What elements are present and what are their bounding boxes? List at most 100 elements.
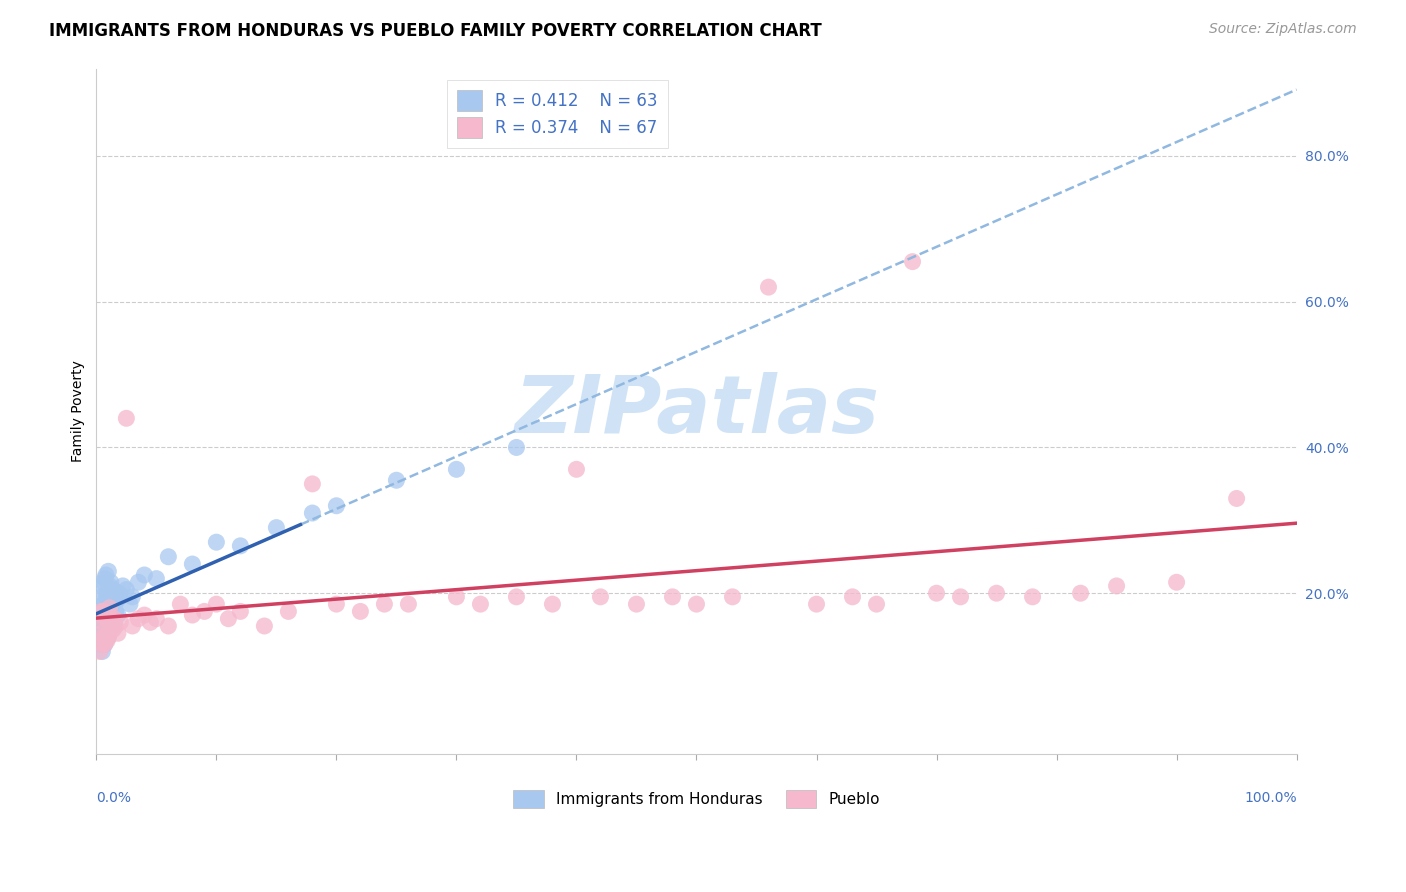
Point (1105, 579, 1128, 593)
Point (94, 590, 117, 604)
Point (1021, 590, 1043, 604)
Point (145, 572, 167, 586)
Point (93, 615, 115, 630)
Point (90, 608, 112, 623)
Point (806, 597, 828, 611)
Point (91, 637, 114, 651)
Point (865, 597, 887, 611)
Point (115, 411, 138, 425)
Point (325, 499, 347, 513)
Point (1226, 491, 1249, 506)
Point (103, 616, 125, 631)
Point (901, 254, 924, 268)
Point (94, 637, 117, 651)
Point (101, 615, 124, 630)
Point (97, 612, 120, 626)
Point (721, 590, 744, 604)
Point (277, 604, 299, 618)
Point (91, 579, 114, 593)
Point (98, 600, 121, 615)
Point (87, 619, 110, 633)
Point (986, 586, 1008, 600)
Point (325, 597, 347, 611)
Text: Source: ZipAtlas.com: Source: ZipAtlas.com (1209, 22, 1357, 37)
Point (94, 612, 117, 626)
Point (94, 626, 117, 640)
Point (98, 626, 121, 640)
Point (98, 623, 121, 637)
Point (103, 590, 125, 604)
Point (96, 630, 118, 644)
Point (105, 593, 128, 607)
Point (121, 619, 143, 633)
Point (169, 597, 191, 611)
Point (90, 604, 112, 618)
Point (949, 590, 972, 604)
Point (91, 644, 114, 658)
Point (96, 633, 118, 648)
Point (157, 619, 180, 633)
Y-axis label: Family Poverty: Family Poverty (72, 360, 86, 462)
Text: IMMIGRANTS FROM HONDURAS VS PUEBLO FAMILY POVERTY CORRELATION CHART: IMMIGRANTS FROM HONDURAS VS PUEBLO FAMIL… (49, 22, 823, 40)
Point (97, 565, 120, 579)
Point (565, 462, 588, 476)
Point (91, 623, 114, 637)
Point (96, 612, 118, 626)
Point (505, 441, 527, 455)
Point (193, 604, 215, 618)
Point (758, 280, 780, 294)
Point (841, 590, 863, 604)
Point (100, 575, 122, 590)
Legend: Immigrants from Honduras, Pueblo: Immigrants from Honduras, Pueblo (508, 783, 886, 814)
Point (685, 597, 707, 611)
Point (134, 568, 156, 582)
Point (145, 612, 167, 626)
Point (104, 604, 127, 618)
Point (111, 579, 134, 593)
Point (301, 476, 323, 491)
Point (446, 462, 468, 476)
Point (94, 572, 117, 586)
Point (253, 619, 276, 633)
Point (108, 586, 131, 600)
Point (101, 586, 124, 600)
Point (104, 619, 127, 633)
Point (91, 615, 114, 630)
Point (157, 549, 180, 564)
Text: 0.0%: 0.0% (97, 791, 131, 805)
Point (205, 597, 228, 611)
Point (301, 506, 323, 520)
Point (127, 575, 149, 590)
Point (127, 612, 149, 626)
Point (589, 590, 612, 604)
Point (90, 626, 112, 640)
Point (96, 586, 118, 600)
Text: ZIPatlas: ZIPatlas (515, 372, 879, 450)
Point (229, 604, 252, 618)
Point (229, 539, 252, 553)
Text: 100.0%: 100.0% (1244, 791, 1296, 805)
Point (1070, 586, 1092, 600)
Point (89, 644, 111, 658)
Point (89, 637, 111, 651)
Point (266, 520, 288, 534)
Point (90, 590, 112, 604)
Point (98, 604, 121, 618)
Point (107, 626, 129, 640)
Point (139, 615, 162, 630)
Point (101, 615, 124, 630)
Point (118, 597, 141, 611)
Point (97, 630, 120, 644)
Point (110, 590, 132, 604)
Point (89, 604, 111, 618)
Point (134, 608, 156, 623)
Point (661, 590, 683, 604)
Point (103, 612, 125, 626)
Point (101, 623, 124, 637)
Point (349, 604, 371, 618)
Point (101, 582, 124, 597)
Point (385, 473, 408, 487)
Point (541, 597, 564, 611)
Point (97, 590, 120, 604)
Point (94, 600, 117, 615)
